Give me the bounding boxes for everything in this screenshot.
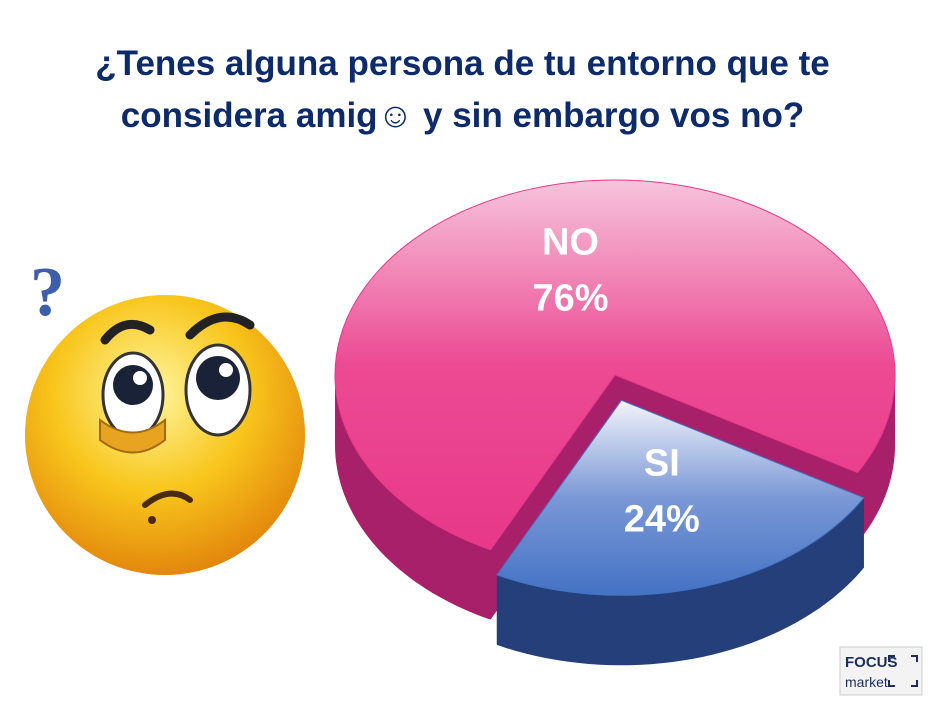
logo-text: FOCUS (845, 654, 898, 671)
eye-shine (219, 363, 233, 377)
mouth-dot (148, 516, 156, 524)
chart-title: ¿Tenes alguna persona de tu entorno que … (95, 44, 830, 135)
value-label: 76% (532, 277, 608, 319)
slice (496, 399, 865, 596)
logo-box (839, 646, 923, 696)
logo: FOCUS market (839, 646, 923, 696)
logo-text: market (845, 674, 888, 690)
eyebrow (100, 319, 155, 345)
eyelid (99, 417, 166, 454)
pupil (196, 356, 240, 400)
slice-side (857, 375, 895, 543)
slice-side (335, 375, 491, 620)
pie: NO 76% SI 24% (334, 179, 896, 666)
category-label: NO (542, 221, 599, 263)
eyebrow (185, 312, 255, 340)
pupil (113, 365, 153, 405)
mouth (142, 490, 193, 508)
value-label: 24% (624, 499, 700, 541)
logo-frame (888, 655, 918, 687)
slice-side (496, 497, 864, 666)
category-label: SI (644, 443, 680, 485)
question-mark: ? (30, 254, 65, 331)
slice (334, 179, 896, 551)
eye-shine (133, 371, 147, 385)
emoji: ? (25, 254, 305, 575)
